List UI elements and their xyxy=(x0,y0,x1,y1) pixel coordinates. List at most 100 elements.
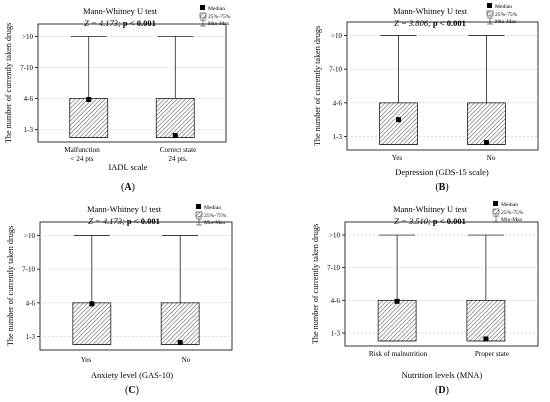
legend-iqr-swatch xyxy=(199,12,207,19)
legend-iqr-label: 25%-75% xyxy=(204,213,227,219)
legend-minmax-label: Min-Max xyxy=(208,21,230,27)
median-marker xyxy=(483,336,489,342)
iqr-box xyxy=(377,299,417,342)
chart-panel-b: 1-3 4-6 7-10 >10 The number of currently tak… xyxy=(313,3,539,193)
plot-frame xyxy=(346,21,539,151)
y-tick-label: >10 xyxy=(329,232,340,240)
iqr-box xyxy=(69,98,109,138)
legend-median-swatch xyxy=(487,3,492,8)
legend-iqr-label: 25%-75% xyxy=(501,210,524,216)
panel-letter: (C) xyxy=(125,385,139,396)
y-tick-label: 1-3 xyxy=(24,126,34,134)
box-2 xyxy=(466,234,506,342)
median-marker xyxy=(89,301,95,307)
y-tick-label: 1-3 xyxy=(333,133,343,141)
y-tick-label: 7-10 xyxy=(329,66,342,74)
legend-median-label: Median xyxy=(501,202,518,208)
category-label: No xyxy=(182,356,191,364)
box-2 xyxy=(160,235,200,346)
iqr-box xyxy=(467,102,506,145)
chart-panel-a: 1-3 4-6 7-10 >10 The number of currently tak… xyxy=(4,5,231,193)
box-2 xyxy=(155,36,195,139)
y-tick-label: 7-10 xyxy=(20,64,33,72)
y-tick-label: 7-10 xyxy=(327,264,340,272)
x-axis-label: Anxiety level (GAS-10) xyxy=(91,370,173,380)
legend-median-swatch xyxy=(493,201,498,206)
box-2 xyxy=(467,35,506,146)
box-1 xyxy=(72,235,112,345)
legend-iqr-swatch xyxy=(195,211,203,218)
y-tick-label: 4-6 xyxy=(26,299,36,307)
box-1 xyxy=(377,234,417,342)
test-statistic: Z = 4.173; p < 0.001 xyxy=(88,216,160,226)
y-tick-label: >10 xyxy=(24,232,35,240)
y-tick-label: 1-3 xyxy=(26,333,36,341)
y-axis-label: The number of currently taken drugs xyxy=(311,224,320,344)
plot-frame xyxy=(39,221,233,351)
category-label: Proper state xyxy=(475,350,509,358)
test-title: Mann-Whitney U test xyxy=(393,204,468,214)
legend-minmax-label: Min-Max xyxy=(204,220,226,226)
x-axis-label: Nutrition levels (MNA) xyxy=(402,370,483,380)
test-statistic: Z = 3.510; p < 0.001 xyxy=(394,216,466,226)
iqr-box xyxy=(155,98,195,138)
panel-letter: (D) xyxy=(435,385,449,396)
iqr-box xyxy=(160,302,200,345)
legend-minmax-label: Min-Max xyxy=(501,217,523,223)
y-tick-label: >10 xyxy=(22,33,33,41)
category-label: No xyxy=(487,154,496,162)
y-axis-label: The number of currently taken drugs xyxy=(4,23,13,143)
legend: Median 25%-75%Min-Max xyxy=(486,3,518,25)
median-marker xyxy=(394,298,400,304)
legend-median-label: Median xyxy=(208,6,225,12)
legend-median-label: Median xyxy=(495,4,512,10)
legend-iqr-label: 25%-75% xyxy=(495,12,518,18)
plot-frame xyxy=(344,221,539,347)
y-tick-label: 1-3 xyxy=(331,329,341,337)
y-axis-label: The number of currently taken drugs xyxy=(6,226,15,346)
test-title: Mann-Whitney U test xyxy=(83,6,158,16)
legend-median-label: Median xyxy=(204,205,221,211)
median-marker xyxy=(177,340,183,346)
panel-letter: (A) xyxy=(121,182,135,193)
category-label: Correct state 24 pts. xyxy=(160,146,197,163)
x-axis-label: IADL scale xyxy=(108,162,147,172)
legend-minmax-label: Min-Max xyxy=(495,19,517,25)
category-label: Yes xyxy=(392,154,403,162)
median-marker xyxy=(86,97,92,103)
category-label: Malfunction < 24 pts xyxy=(64,146,100,163)
legend-iqr-label: 25%-75% xyxy=(208,14,231,20)
legend-median-swatch xyxy=(196,204,201,209)
panel-letter: (B) xyxy=(435,182,448,193)
legend-median-swatch xyxy=(200,5,205,10)
chart-panel-c: 1-3 4-6 7-10 >10 The number of currently tak… xyxy=(6,204,233,396)
plot-frame xyxy=(37,23,227,143)
y-tick-label: 7-10 xyxy=(22,266,35,274)
median-marker xyxy=(172,133,178,139)
y-tick-label: 4-6 xyxy=(333,99,343,107)
y-tick-label: 4-6 xyxy=(24,95,34,103)
legend: Median 25%-75%Min-Max xyxy=(492,201,524,223)
y-tick-label: 4-6 xyxy=(331,297,341,305)
x-axis-label: Depression (GDS-15 scale) xyxy=(395,167,489,177)
legend: Median 25%-75%Min-Max xyxy=(199,5,231,27)
iqr-box xyxy=(72,302,112,345)
median-marker xyxy=(483,140,489,146)
y-tick-label: >10 xyxy=(331,32,342,40)
category-label: Yes xyxy=(81,356,92,364)
box-1 xyxy=(379,35,418,145)
median-marker xyxy=(396,117,402,123)
iqr-box xyxy=(379,102,418,145)
test-title: Mann-Whitney U test xyxy=(393,6,468,16)
legend-iqr-swatch xyxy=(486,10,494,17)
category-label: Risk of malnutrition xyxy=(369,350,428,358)
test-statistic: Z = 3.806; p < 0.001 xyxy=(394,18,466,28)
legend: Median 25%-75%Min-Max xyxy=(195,204,227,226)
legend-iqr-swatch xyxy=(492,208,500,215)
test-title: Mann-Whitney U test xyxy=(87,204,162,214)
box-1 xyxy=(69,36,109,138)
iqr-box xyxy=(466,299,506,342)
y-axis-label: The number of currently taken drugs xyxy=(313,26,322,146)
test-statistic: Z = 4.173; p < 0.001 xyxy=(84,18,156,28)
